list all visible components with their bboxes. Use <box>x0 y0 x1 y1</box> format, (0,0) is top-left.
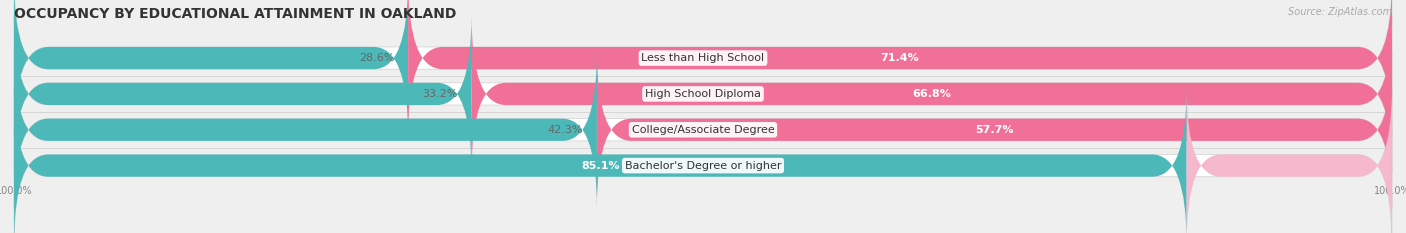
FancyBboxPatch shape <box>1187 87 1392 233</box>
Text: 28.6%: 28.6% <box>359 53 394 63</box>
Text: 85.1%: 85.1% <box>581 161 620 171</box>
Text: 57.7%: 57.7% <box>976 125 1014 135</box>
Text: 42.3%: 42.3% <box>547 125 583 135</box>
FancyBboxPatch shape <box>14 87 1392 233</box>
FancyBboxPatch shape <box>14 0 408 137</box>
FancyBboxPatch shape <box>14 51 598 208</box>
FancyBboxPatch shape <box>14 15 471 172</box>
Text: 71.4%: 71.4% <box>880 53 920 63</box>
FancyBboxPatch shape <box>14 0 1392 137</box>
FancyBboxPatch shape <box>14 51 1392 208</box>
Legend: Owner-occupied, Renter-occupied: Owner-occupied, Renter-occupied <box>576 230 830 233</box>
FancyBboxPatch shape <box>471 15 1392 172</box>
Text: Bachelor's Degree or higher: Bachelor's Degree or higher <box>624 161 782 171</box>
FancyBboxPatch shape <box>14 87 1187 233</box>
FancyBboxPatch shape <box>408 0 1392 137</box>
Text: Less than High School: Less than High School <box>641 53 765 63</box>
FancyBboxPatch shape <box>598 51 1392 208</box>
Text: 66.8%: 66.8% <box>912 89 952 99</box>
Text: OCCUPANCY BY EDUCATIONAL ATTAINMENT IN OAKLAND: OCCUPANCY BY EDUCATIONAL ATTAINMENT IN O… <box>14 7 457 21</box>
Text: Source: ZipAtlas.com: Source: ZipAtlas.com <box>1288 7 1392 17</box>
Text: College/Associate Degree: College/Associate Degree <box>631 125 775 135</box>
Text: 33.2%: 33.2% <box>422 89 458 99</box>
Text: High School Diploma: High School Diploma <box>645 89 761 99</box>
FancyBboxPatch shape <box>14 15 1392 172</box>
